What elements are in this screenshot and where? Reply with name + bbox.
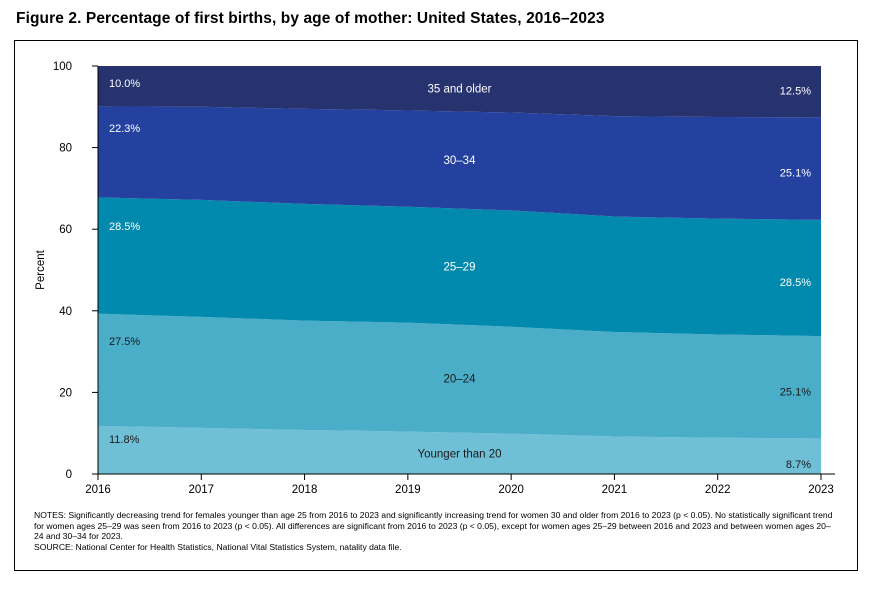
- series-name-25-29: 25–29: [444, 262, 476, 274]
- x-tick-label: 2022: [705, 484, 731, 496]
- y-tick-label: 0: [66, 469, 72, 481]
- y-tick-label: 60: [59, 224, 72, 236]
- series-name-30-34: 30–34: [444, 155, 477, 167]
- end-label-35-and-older: 12.5%: [780, 86, 811, 98]
- x-tick-label: 2019: [395, 484, 421, 496]
- figure-frame: [14, 40, 858, 571]
- notes-text: NOTES: Significantly decreasing trend fo…: [34, 510, 833, 542]
- area-labels: 11.8% 8.7% Younger than 20 27.5% 25.1% 20–24 2…: [109, 78, 811, 471]
- area-30-34: [98, 106, 821, 220]
- area-20-24: [98, 313, 821, 439]
- end-label-30-34: 25.1%: [780, 168, 811, 180]
- x-tick-label: 2023: [808, 484, 834, 496]
- end-label-younger-than-20: 8.7%: [786, 459, 811, 471]
- x-tick-label: 2017: [188, 484, 214, 496]
- start-label-25-29: 28.5%: [109, 221, 140, 233]
- y-tick-label: 80: [59, 143, 72, 155]
- start-label-35-and-older: 10.0%: [109, 78, 140, 90]
- start-label-20-24: 27.5%: [109, 336, 140, 348]
- figure-title: Figure 2. Percentage of first births, by…: [16, 10, 605, 27]
- area-layers: [98, 66, 821, 474]
- y-tick-label: 20: [59, 387, 72, 399]
- axes: 0 20 40 60 80 100 2016 2017 2018 2019 2020 2021 2022…: [35, 61, 835, 496]
- start-label-30-34: 22.3%: [109, 123, 140, 135]
- end-label-20-24: 25.1%: [780, 386, 811, 398]
- area-younger-than-20: [98, 425, 821, 474]
- notes-block: NOTES: Significantly decreasing trend fo…: [34, 510, 839, 552]
- area-35-and-older: [98, 66, 821, 118]
- series-name-younger-than-20: Younger than 20: [418, 448, 502, 460]
- y-tick-label: 100: [53, 61, 72, 73]
- series-name-20-24: 20–24: [444, 374, 477, 386]
- x-tick-label: 2018: [292, 484, 318, 496]
- series-name-35-and-older: 35 and older: [428, 84, 492, 96]
- x-tick-label: 2016: [85, 484, 111, 496]
- area-25-29: [98, 197, 821, 337]
- start-label-younger-than-20: 11.8%: [109, 434, 140, 446]
- source-text: SOURCE: National Center for Health Stati…: [34, 541, 402, 552]
- x-tick-label: 2020: [498, 484, 524, 496]
- y-tick-label: 40: [59, 306, 72, 318]
- end-label-25-29: 28.5%: [780, 277, 811, 289]
- y-axis-title: Percent: [35, 249, 47, 289]
- x-tick-label: 2021: [602, 484, 628, 496]
